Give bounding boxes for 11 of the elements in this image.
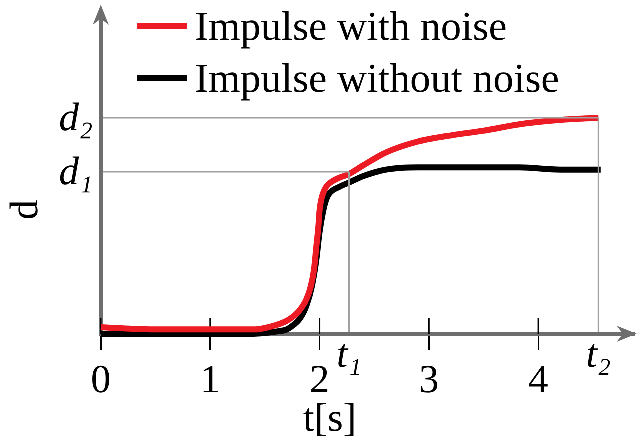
ref-line-label: d₁: [59, 148, 93, 194]
x-tick-label: 1: [200, 356, 220, 402]
x-tick-label: 0: [91, 356, 111, 402]
ref-line-label: t₂: [586, 331, 612, 376]
legend-label: Impulse with noise: [195, 3, 508, 49]
x-tick-label: 4: [528, 356, 549, 402]
x-tick-label: 3: [419, 356, 440, 402]
ref-line-label: d₂: [59, 94, 93, 140]
y-axis-title: d: [2, 200, 46, 220]
legend-label: Impulse without noise: [195, 55, 560, 101]
ref-line-label: t₁: [336, 331, 362, 376]
